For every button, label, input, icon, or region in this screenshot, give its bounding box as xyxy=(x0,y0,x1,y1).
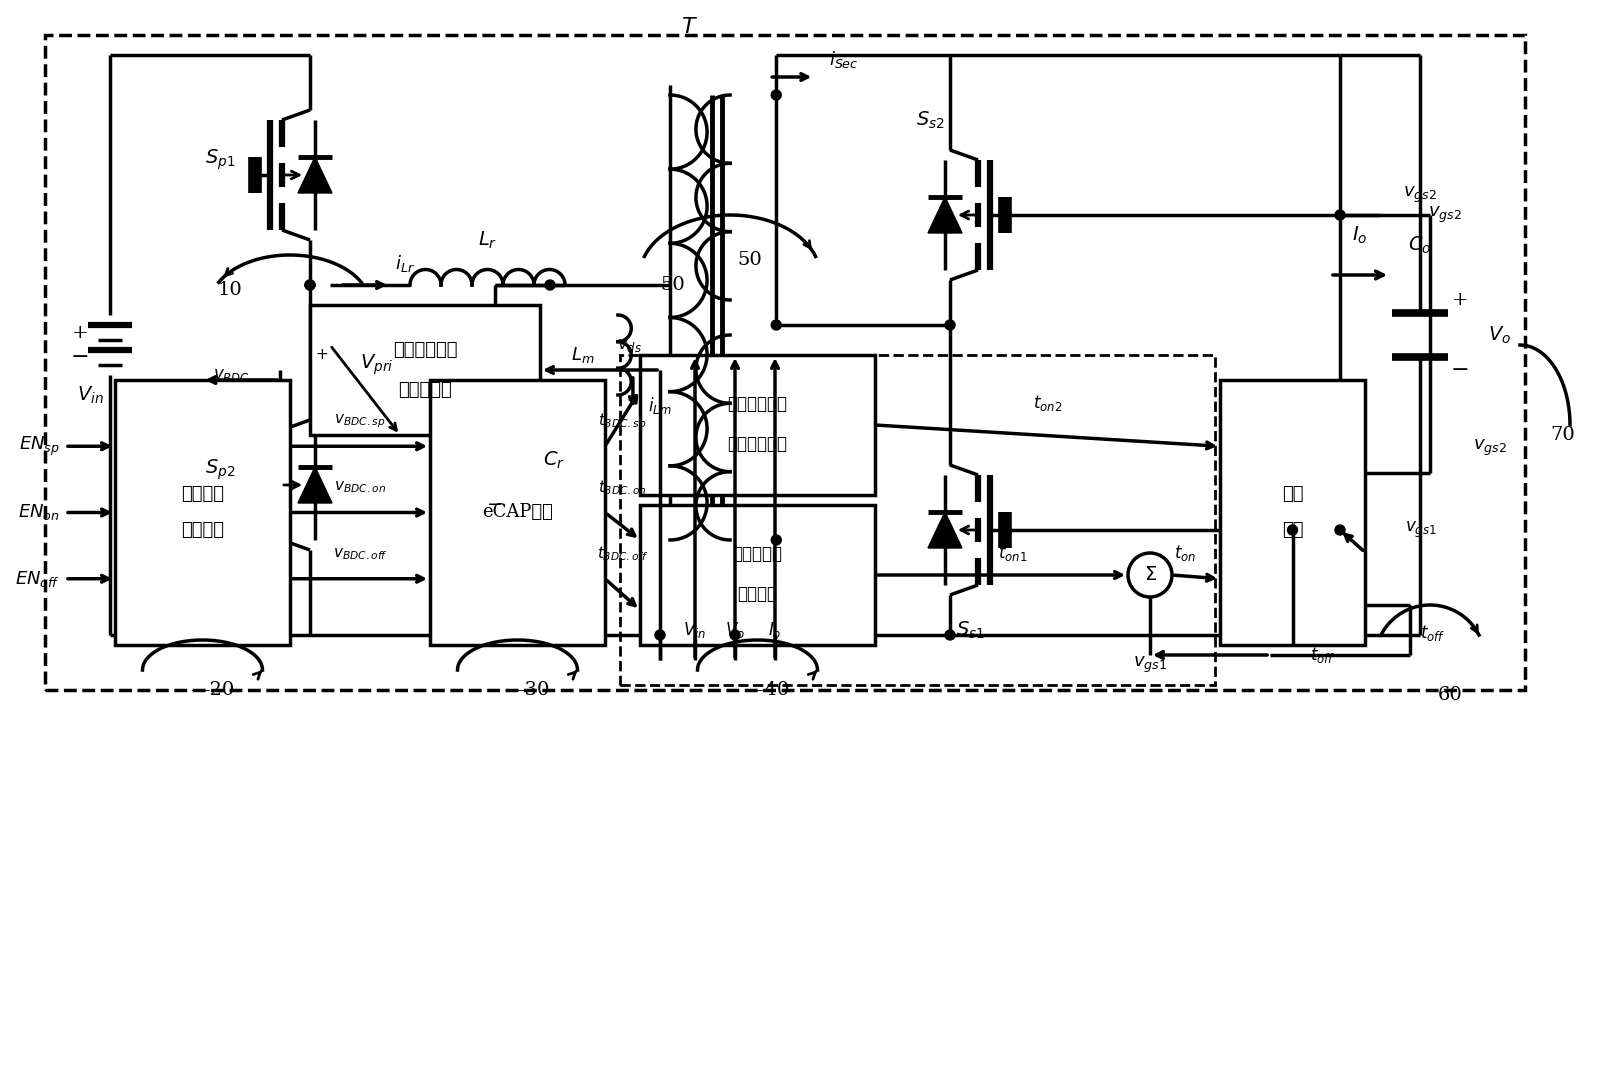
Text: $S_{s2}$: $S_{s2}$ xyxy=(915,110,944,131)
Text: $V_{pri}$: $V_{pri}$ xyxy=(360,353,394,377)
Text: $i_{Sec}$: $i_{Sec}$ xyxy=(829,49,859,71)
Circle shape xyxy=(546,280,555,290)
Text: $v_{BDC.sp}$: $v_{BDC.sp}$ xyxy=(334,413,386,430)
Text: $i_{Lr}$: $i_{Lr}$ xyxy=(395,253,414,273)
Text: 漏源电压采样: 漏源电压采样 xyxy=(392,341,458,359)
Text: $S_{s1}$: $S_{s1}$ xyxy=(955,619,984,641)
Text: +: + xyxy=(72,324,88,342)
Text: $t_{BDC.sp}$: $t_{BDC.sp}$ xyxy=(598,411,646,431)
Bar xyxy=(1221,379,1365,645)
Circle shape xyxy=(771,535,781,545)
Text: 50: 50 xyxy=(738,250,762,269)
Text: $S_{p1}$: $S_{p1}$ xyxy=(205,147,235,172)
Text: 同步整流开通: 同步整流开通 xyxy=(728,397,787,414)
Text: $V_{in}$: $V_{in}$ xyxy=(77,385,104,405)
Circle shape xyxy=(946,320,955,330)
Circle shape xyxy=(771,320,781,330)
Text: —30: —30 xyxy=(506,680,550,699)
Text: $v_{gs2}$: $v_{gs2}$ xyxy=(1403,185,1437,205)
Text: $+$: $+$ xyxy=(315,348,328,362)
Text: 驱动: 驱动 xyxy=(1282,486,1304,503)
Text: $v_{BDC.on}$: $v_{BDC.on}$ xyxy=(334,479,386,496)
Circle shape xyxy=(1288,525,1298,535)
Text: $V_o$: $V_o$ xyxy=(1488,325,1510,346)
Circle shape xyxy=(306,280,315,290)
Text: +: + xyxy=(1451,291,1469,309)
Text: 与比较电路: 与比较电路 xyxy=(398,381,451,399)
Circle shape xyxy=(730,630,739,640)
Text: 70: 70 xyxy=(1550,426,1574,444)
Text: 10: 10 xyxy=(218,281,242,299)
Text: $t_{on2}$: $t_{on2}$ xyxy=(1034,393,1062,413)
Text: —40: —40 xyxy=(746,680,790,699)
Text: $t_{off}$: $t_{off}$ xyxy=(1421,624,1445,643)
Text: $V_{in}$: $V_{in}$ xyxy=(683,620,707,640)
Bar xyxy=(45,35,1525,690)
Text: $i_{Lm}$: $i_{Lm}$ xyxy=(648,395,672,416)
Polygon shape xyxy=(298,467,333,503)
Circle shape xyxy=(654,630,666,640)
Text: 50: 50 xyxy=(661,276,685,293)
Bar xyxy=(640,355,875,494)
Polygon shape xyxy=(298,157,333,194)
Bar xyxy=(310,305,541,435)
Circle shape xyxy=(946,630,955,640)
Text: $v_{ds}$: $v_{ds}$ xyxy=(618,336,643,354)
Bar xyxy=(115,379,290,645)
Text: $EN_{off}$: $EN_{off}$ xyxy=(14,569,61,589)
Text: 60: 60 xyxy=(1438,686,1462,704)
Text: $I_o$: $I_o$ xyxy=(768,620,782,640)
Text: $EN_{on}$: $EN_{on}$ xyxy=(18,502,61,522)
Circle shape xyxy=(1334,525,1346,535)
Text: $t_{on1}$: $t_{on1}$ xyxy=(998,543,1027,563)
Text: $t_{BDC.on}$: $t_{BDC.on}$ xyxy=(598,478,646,497)
Polygon shape xyxy=(928,197,962,233)
Text: $I_o$: $I_o$ xyxy=(1352,225,1368,246)
Text: $v_{gs2}$: $v_{gs2}$ xyxy=(1429,205,1462,225)
Text: $v_{BDC.off}$: $v_{BDC.off}$ xyxy=(333,546,387,561)
Text: eCAP模块: eCAP模块 xyxy=(482,503,554,521)
Text: $v_{gs1}$: $v_{gs1}$ xyxy=(1405,520,1437,541)
Circle shape xyxy=(771,90,781,100)
Text: 电路: 电路 xyxy=(1282,521,1304,540)
Text: 脉冲信号: 脉冲信号 xyxy=(181,486,224,503)
Text: 自适应步进: 自适应步进 xyxy=(733,546,782,563)
Text: $v_{BDC}$: $v_{BDC}$ xyxy=(213,367,250,384)
Text: $EN_{sp}$: $EN_{sp}$ xyxy=(19,434,61,458)
Text: $L_r$: $L_r$ xyxy=(478,229,498,250)
Text: $t_{on}$: $t_{on}$ xyxy=(1174,543,1197,563)
Text: $V_o$: $V_o$ xyxy=(725,620,746,640)
Text: $T$: $T$ xyxy=(682,16,699,38)
Text: $S_{p2}$: $S_{p2}$ xyxy=(205,458,235,483)
Text: −: − xyxy=(70,346,90,368)
Text: $C_r$: $C_r$ xyxy=(542,449,565,471)
Text: −: − xyxy=(1451,359,1469,381)
Text: 调节模块: 调节模块 xyxy=(738,587,778,603)
Text: $t_{off}$: $t_{off}$ xyxy=(1310,645,1336,665)
Text: —20: —20 xyxy=(190,680,235,699)
Text: 筛选电路: 筛选电路 xyxy=(181,521,224,540)
Bar xyxy=(621,355,1214,685)
Circle shape xyxy=(306,280,315,290)
Text: $v_{gs2}$: $v_{gs2}$ xyxy=(1474,438,1507,458)
Text: $\Sigma$: $\Sigma$ xyxy=(1144,567,1157,584)
Text: $L_m$: $L_m$ xyxy=(571,345,595,366)
Bar xyxy=(430,379,605,645)
Text: −: − xyxy=(486,496,502,514)
Circle shape xyxy=(1334,210,1346,220)
Text: $C_o$: $C_o$ xyxy=(1408,234,1432,256)
Text: 时间优化模块: 时间优化模块 xyxy=(728,436,787,454)
Text: $v_{gs1}$: $v_{gs1}$ xyxy=(1133,655,1166,675)
Polygon shape xyxy=(928,512,962,548)
Text: $t_{BDC.off}$: $t_{BDC.off}$ xyxy=(597,544,648,563)
Bar xyxy=(640,505,875,645)
